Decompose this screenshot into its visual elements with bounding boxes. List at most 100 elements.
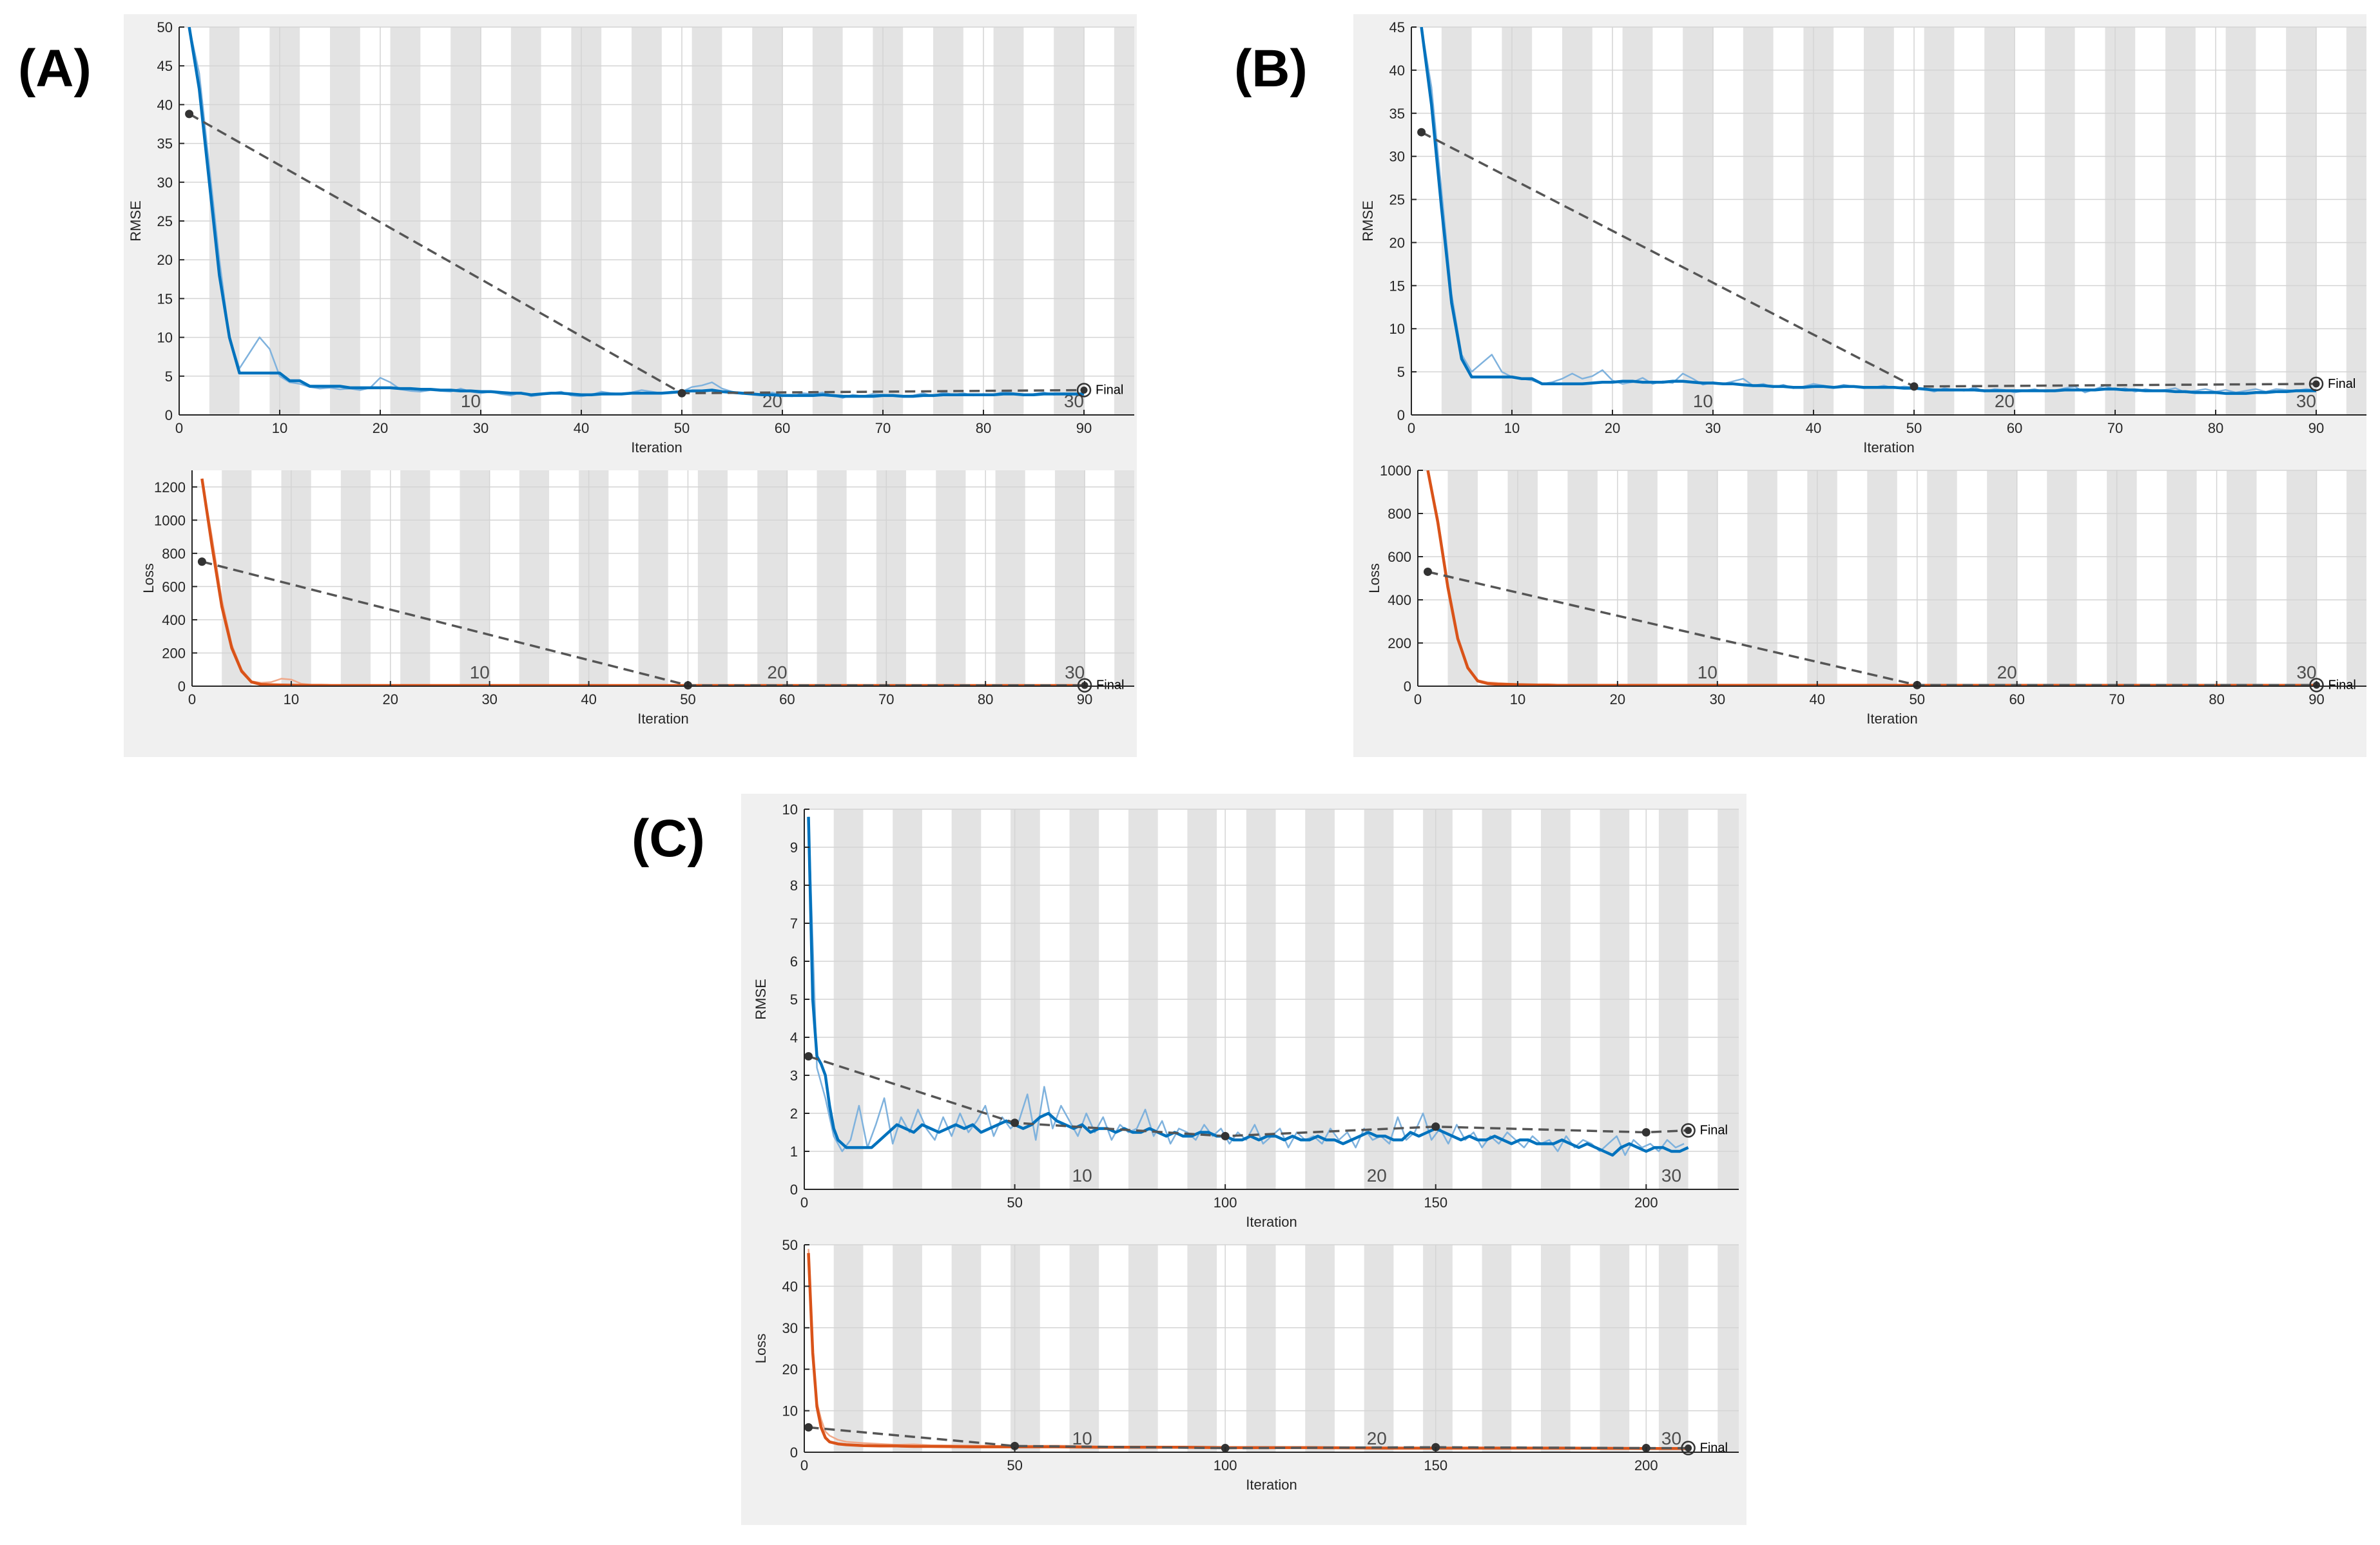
final-marker-ring xyxy=(1681,1123,1696,1138)
validation-point xyxy=(677,389,686,398)
validation-point xyxy=(1685,1444,1692,1452)
y-tick-label: 800 xyxy=(162,546,186,562)
y-tick-label: 600 xyxy=(162,579,186,595)
epoch-stripe xyxy=(1683,27,1713,415)
x-tick-label: 50 xyxy=(1906,420,1922,436)
y-tick-label: 5 xyxy=(1397,364,1405,380)
x-tick-label: 30 xyxy=(1710,691,1725,707)
epoch-label: 10 xyxy=(1072,1166,1092,1185)
y-tick-label: 15 xyxy=(157,291,173,307)
x-axis-label: Iteration xyxy=(1246,1477,1297,1493)
y-tick-label: 40 xyxy=(782,1278,798,1294)
x-tick-label: 10 xyxy=(1510,691,1525,707)
epoch-label: 20 xyxy=(1367,1428,1387,1448)
final-label: Final xyxy=(1096,383,1123,397)
chart-c-rmse: 10 20 30 Final 0 50 100 150 200 0 1 2 3 4 5 6 7 8 9 10 Itera… xyxy=(753,801,1739,1230)
x-tick-label: 20 xyxy=(372,420,388,436)
y-tick-label: 1000 xyxy=(154,512,186,528)
epoch-stripe xyxy=(638,470,668,686)
final-marker-ring xyxy=(2309,678,2324,693)
y-tick-label: 1000 xyxy=(1380,463,1411,479)
y-tick-label: 0 xyxy=(1404,678,1411,695)
epoch-label: 10 xyxy=(1698,662,1717,682)
x-tick-label: 30 xyxy=(1705,420,1721,436)
y-tick-label: 40 xyxy=(1389,62,1405,79)
epoch-stripe xyxy=(1864,27,1894,415)
epoch-stripe xyxy=(1441,27,1472,415)
epoch-stripe xyxy=(1807,470,1837,686)
epoch-stripe xyxy=(579,470,609,686)
x-tick-label: 40 xyxy=(1806,420,1821,436)
y-tick-label: 4 xyxy=(790,1030,798,1046)
epoch-stripe xyxy=(1114,470,1134,686)
validation-point xyxy=(804,1423,813,1432)
epoch-stripe xyxy=(1927,470,1957,686)
y-tick-label: 50 xyxy=(782,1237,798,1253)
x-axis-label: Iteration xyxy=(637,711,689,727)
x-tick-label: 30 xyxy=(473,420,489,436)
x-tick-label: 40 xyxy=(581,691,596,707)
epoch-stripe xyxy=(2346,27,2366,415)
x-tick-label: 150 xyxy=(1424,1457,1447,1473)
validation-point xyxy=(197,557,206,566)
x-tick-label: 90 xyxy=(2308,691,2324,707)
y-tick-label: 2 xyxy=(790,1106,798,1122)
x-tick-label: 60 xyxy=(779,691,795,707)
final-label: Final xyxy=(2328,678,2356,692)
epoch-label: 20 xyxy=(1995,391,2015,411)
epoch-stripe xyxy=(1423,1245,1453,1452)
validation-line xyxy=(808,1426,1688,1450)
series-line-smoothed xyxy=(807,816,1689,1157)
epoch-stripe xyxy=(460,470,490,686)
x-tick-label: 30 xyxy=(481,691,497,707)
y-axis-label: Loss xyxy=(140,563,157,593)
y-tick-label: 10 xyxy=(157,330,173,346)
x-tick-label: 10 xyxy=(272,420,287,436)
x-tick-label: 60 xyxy=(775,420,790,436)
epoch-stripe xyxy=(2105,27,2136,415)
panel-label-b: (B) xyxy=(1234,39,1308,98)
final-label: Final xyxy=(2328,377,2356,391)
panel-label-c: (C) xyxy=(632,809,705,868)
epoch-stripe xyxy=(340,470,371,686)
x-axis-label: Iteration xyxy=(631,439,682,456)
y-tick-label: 30 xyxy=(157,175,173,191)
epoch-stripe xyxy=(995,470,1025,686)
series-line-smoothed xyxy=(1420,27,2316,395)
y-tick-label: 10 xyxy=(782,1403,798,1419)
epoch-stripe xyxy=(1541,1245,1571,1452)
y-axis-label: Loss xyxy=(1366,563,1382,593)
x-tick-label: 0 xyxy=(800,1195,808,1211)
epoch-stripe xyxy=(1364,1245,1394,1452)
panel-label-a: (A) xyxy=(18,39,92,98)
x-axis-label: Iteration xyxy=(1866,711,1918,727)
y-tick-label: 0 xyxy=(790,1182,798,1198)
x-tick-label: 0 xyxy=(800,1457,808,1473)
epoch-stripe xyxy=(1658,1245,1688,1452)
epoch-stripe xyxy=(1627,470,1658,686)
epoch-label: 30 xyxy=(2296,391,2316,411)
validation-point xyxy=(1423,567,1432,576)
y-tick-label: 200 xyxy=(1388,635,1411,651)
y-tick-label: 1 xyxy=(790,1144,798,1160)
validation-point xyxy=(1080,386,1088,394)
epoch-stripe xyxy=(1502,27,1533,415)
epoch-label: 10 xyxy=(1072,1428,1092,1448)
epoch-label: 20 xyxy=(767,662,787,682)
validation-point xyxy=(804,1052,813,1060)
y-tick-label: 0 xyxy=(165,407,173,423)
y-tick-label: 15 xyxy=(1389,278,1405,294)
validation-line xyxy=(808,1055,1688,1138)
validation-point xyxy=(1417,128,1426,137)
x-tick-label: 20 xyxy=(1605,420,1620,436)
epoch-stripe xyxy=(222,470,252,686)
epoch-stripe xyxy=(1600,1245,1630,1452)
validation-point xyxy=(1221,1131,1230,1140)
validation-point xyxy=(1011,1441,1020,1450)
x-tick-label: 80 xyxy=(2208,420,2223,436)
epoch-stripe xyxy=(519,470,550,686)
epoch-stripe xyxy=(1622,27,1653,415)
y-axis-label: RMSE xyxy=(753,979,769,1020)
